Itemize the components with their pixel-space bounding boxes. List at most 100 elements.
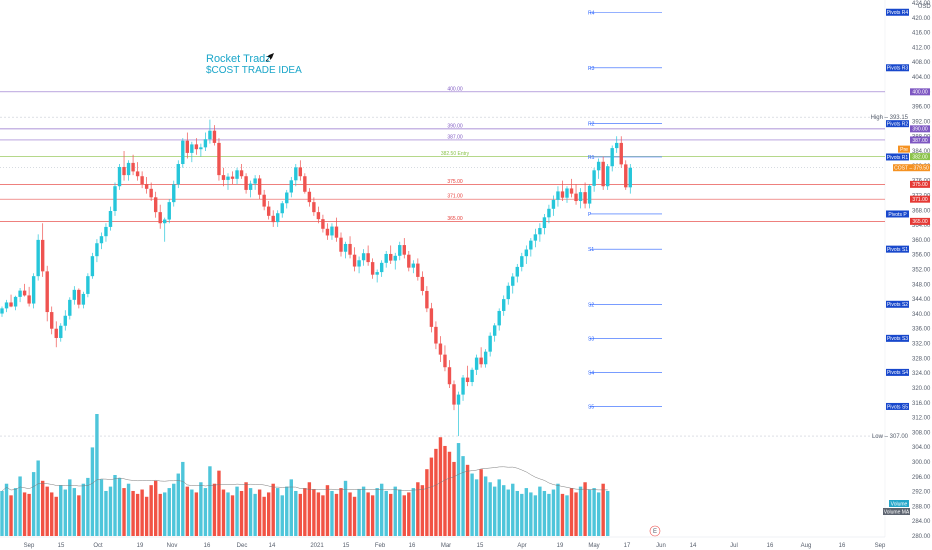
candle-body [402, 245, 406, 255]
volume-bars [0, 414, 610, 536]
candle-body [619, 142, 623, 165]
volume-bar [266, 492, 271, 536]
time-tick-label: Jul [730, 543, 738, 549]
candle-body [117, 166, 122, 187]
candle-body [601, 161, 605, 187]
volume-bar [524, 488, 529, 536]
price-tick-label: 340.00 [912, 312, 931, 318]
pivot-tag-label: Pivots P [888, 212, 907, 218]
chart-annotation: Rocket Tradz $COST TRADE IDEA [206, 53, 302, 77]
candle-body [289, 180, 293, 193]
volume-bar [45, 486, 49, 536]
candle-body [321, 219, 325, 229]
volume-bar [303, 488, 307, 536]
volume-bar [547, 493, 551, 536]
candle-body [135, 171, 140, 177]
level-tag-label: 387.00 [912, 138, 928, 144]
volume-bar [447, 451, 452, 536]
volume-bar [117, 477, 122, 536]
volume-bar [90, 447, 95, 536]
volume-bar [131, 490, 135, 536]
event-marker-label: E [653, 529, 657, 535]
volume-bar [375, 488, 379, 536]
pivot-label: S1 [588, 247, 594, 253]
volume-bar [194, 492, 199, 536]
volume-bar [13, 488, 18, 536]
candle-body [502, 299, 506, 311]
candle-body [366, 253, 370, 263]
pivot-tag-label: Pivots S1 [887, 247, 908, 253]
pivot-lines[interactable]: R4 R3 R2 R1 P S1 S2 S3 S4 S5 [588, 10, 662, 410]
candle-body [244, 176, 248, 190]
volume-ma-tag [883, 508, 910, 515]
candle-body [90, 256, 95, 277]
candle-body [63, 315, 67, 326]
volume-bar [389, 493, 393, 536]
candle-body [615, 142, 619, 149]
volume-bar [244, 482, 248, 536]
candle-body [569, 188, 574, 194]
time-tick-label: 16 [767, 543, 774, 549]
volume-bar [81, 483, 86, 536]
brand-subtitle: $COST TRADE IDEA [206, 65, 302, 76]
pivot-tag [886, 8, 909, 16]
candle-body [9, 302, 13, 307]
candle-body [86, 276, 90, 294]
candle-body [511, 276, 515, 286]
candle-body [257, 178, 262, 195]
price-tick-label: 300.00 [912, 460, 931, 466]
volume-bar [40, 480, 45, 536]
volume-bar [578, 486, 583, 536]
volume-bar [104, 490, 108, 536]
volume-bar [470, 473, 474, 536]
horizontal-levels[interactable]: 400.00 390.00 387.00 382.50 Entry 375.00 371.… [0, 86, 885, 437]
level-tag [910, 180, 930, 188]
volume-tag-label: Volume [891, 502, 908, 508]
volume-bar [425, 469, 429, 536]
pivot-tag-label: Pivots R1 [887, 155, 909, 161]
volume-bar [312, 489, 316, 536]
candle-body [529, 240, 533, 250]
price-tick-label: 404.00 [912, 75, 931, 81]
volume-bar [163, 492, 167, 536]
candle-body [357, 260, 361, 267]
volume-bar [36, 460, 40, 536]
candle-body [54, 328, 58, 338]
candle-body [592, 170, 596, 186]
candle-body [325, 228, 330, 236]
volume-bar [379, 483, 384, 536]
volume-bar [502, 485, 506, 536]
candle-body [81, 293, 86, 305]
level-tag [910, 136, 930, 144]
candle-body [59, 325, 63, 338]
price-tick-label: 344.00 [912, 297, 931, 303]
candle-body [470, 369, 474, 383]
volume-bar [144, 496, 149, 536]
volume-bar [235, 486, 239, 536]
price-tick-label: 424.00 [912, 1, 931, 7]
price-tick-label: 324.00 [912, 371, 931, 377]
time-tick-label: 2021 [310, 543, 324, 549]
price-tick-label: 408.00 [912, 60, 931, 66]
level-tag [910, 153, 930, 161]
price-tick-label: 396.00 [912, 105, 931, 111]
volume-bar [497, 479, 501, 536]
candle-body [280, 203, 284, 214]
volume-bar [280, 495, 284, 536]
candle-body [398, 245, 402, 256]
level-label: 365.00 [447, 216, 463, 222]
volume-bar [99, 479, 104, 536]
volume-bar [199, 482, 203, 536]
candle-body [434, 326, 438, 344]
volume-bar [483, 476, 488, 536]
volume-bar [167, 488, 171, 536]
time-axis[interactable]: Sep 15 Oct 19 Nov 16 Dec 14 2021 15 Feb 16 Mar 15 Apr 1… [0, 525, 886, 549]
level-tag-label: 382.00 [912, 154, 928, 160]
pivot-label: S2 [588, 302, 594, 308]
pivot-tag [886, 368, 909, 376]
candle-body [556, 191, 560, 200]
candle-body [456, 394, 461, 405]
volume-bar [538, 486, 542, 536]
